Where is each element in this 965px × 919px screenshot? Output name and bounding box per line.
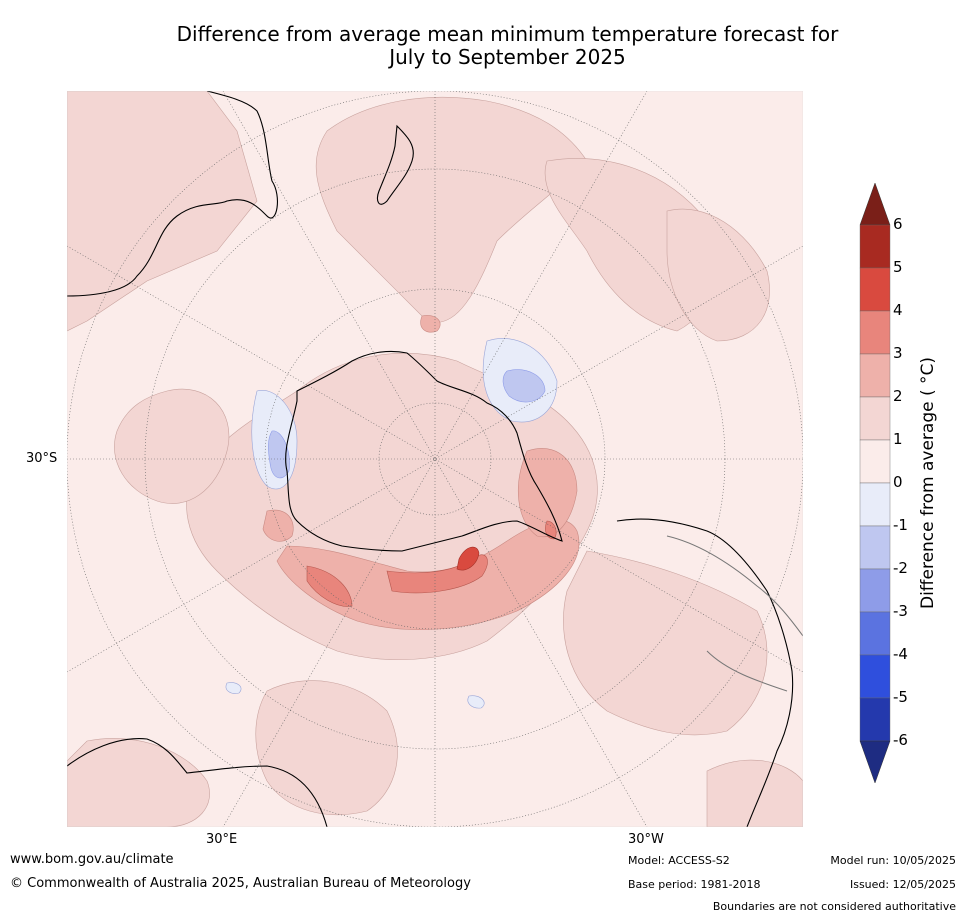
footer-base-period: Base period: 1981-2018 xyxy=(628,878,761,891)
footer-disclaimer: Boundaries are not considered authoritat… xyxy=(712,900,956,913)
colorbar-segment xyxy=(859,353,891,398)
australia-coastline xyxy=(67,91,278,297)
colorbar-segment xyxy=(859,525,891,570)
colorbar xyxy=(859,182,891,784)
colorbar-title-wrap: Difference from average ( °C) xyxy=(918,357,938,609)
colorbar-segment xyxy=(859,267,891,312)
anomaly-3-4-regions xyxy=(306,520,557,607)
colorbar-title: Difference from average ( °C) xyxy=(918,356,938,610)
antarctica-coastline xyxy=(285,350,563,552)
colorbar-extend-over xyxy=(859,182,891,226)
footer-issued: Issued: 12/05/2025 xyxy=(849,878,956,891)
colorbar-extend-under xyxy=(859,740,891,784)
anomaly-4-5-region xyxy=(456,546,480,571)
colorbar-tick-label: -4 xyxy=(893,645,908,663)
lat-label-30s: 30°S xyxy=(26,451,58,466)
colorbar-tick-label: 5 xyxy=(893,258,903,276)
footer-url[interactable]: www.bom.gov.au/climate xyxy=(10,852,174,867)
map-panel xyxy=(67,91,803,827)
colorbar-segment xyxy=(859,439,891,484)
colorbar-segment xyxy=(859,568,891,613)
footer-model: Model: ACCESS-S2 xyxy=(628,854,730,867)
colorbar-tick-label: 6 xyxy=(893,215,903,233)
colorbar-tick-label: -6 xyxy=(893,731,908,749)
footer-copyright: © Commonwealth of Australia 2025, Austra… xyxy=(10,876,471,891)
colorbar-tick-label: -2 xyxy=(893,559,908,577)
south-america-coastline xyxy=(616,518,794,827)
colorbar-tick-label: 4 xyxy=(893,301,903,319)
colorbar-tick-label: -1 xyxy=(893,516,908,534)
chart-title: Difference from average mean minimum tem… xyxy=(176,22,839,46)
colorbar-tick-label: 1 xyxy=(893,430,903,448)
colorbar-tick-label: 2 xyxy=(893,387,903,405)
colorbar-segment xyxy=(859,611,891,656)
colorbar-tick-label: 0 xyxy=(893,473,903,491)
footer-model-run: Model run: 10/05/2025 xyxy=(830,854,956,867)
africa-coastline xyxy=(67,738,328,827)
south-america-borders xyxy=(666,535,803,692)
colorbar-segment xyxy=(859,310,891,355)
colorbar-segment xyxy=(859,697,891,742)
colorbar-segment xyxy=(859,482,891,527)
colorbar-tick-label: -3 xyxy=(893,602,908,620)
colorbar-tick-label: -5 xyxy=(893,688,908,706)
chart-subtitle: July to September 2025 xyxy=(389,45,626,69)
colorbar-segment xyxy=(859,224,891,269)
colorbar-segment xyxy=(859,396,891,441)
graticule xyxy=(67,91,803,827)
colorbar-tick-label: 3 xyxy=(893,344,903,362)
lon-label-30w: 30°W xyxy=(628,832,664,847)
anomaly-neg-1-2-regions xyxy=(268,369,546,479)
lon-label-30e: 30°E xyxy=(206,832,238,847)
colorbar-segment xyxy=(859,654,891,699)
